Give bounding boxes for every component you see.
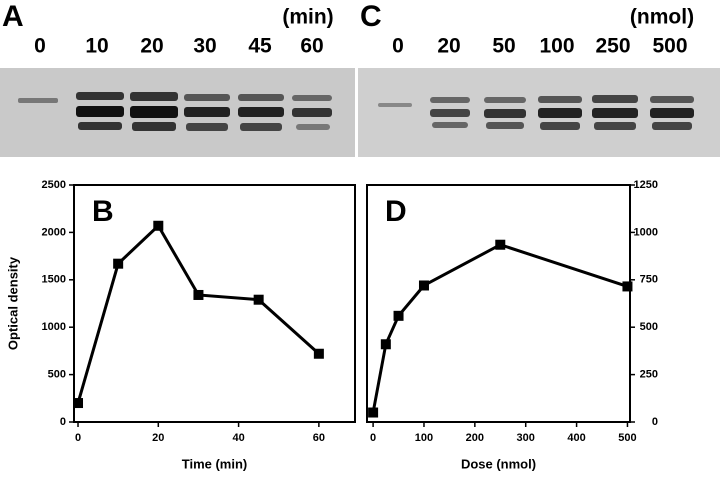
y-axis-label: Optical density (5, 256, 20, 350)
data-point (73, 398, 84, 409)
y-tick-label: 0 (652, 416, 658, 428)
x-tick-label: 0 (75, 432, 81, 444)
data-point (153, 220, 164, 231)
plot-frame (366, 184, 631, 423)
panel-label: A (2, 0, 24, 33)
lane-label: 500 (652, 35, 687, 58)
y-tick-label: 1000 (42, 321, 66, 333)
blot-unit: (min) (282, 6, 333, 29)
lane-label: 0 (392, 35, 404, 58)
data-point (368, 407, 379, 418)
lane-label: 20 (140, 35, 163, 58)
data-line (76, 223, 320, 404)
blot-bands (378, 95, 694, 130)
x-axis-label: Time (min) (182, 456, 248, 471)
x-tick-label: 500 (618, 432, 636, 444)
x-tick-label: 20 (152, 432, 164, 444)
y-tick-label: 1500 (42, 274, 66, 286)
data-point (393, 310, 404, 321)
data-line (371, 243, 628, 413)
y-tick-label: 1000 (634, 226, 658, 238)
y-tick-label: 250 (640, 369, 658, 381)
data-point (193, 289, 204, 300)
x-axis-label: Dose (nmol) (461, 456, 536, 471)
lane-label: 10 (85, 35, 108, 58)
plot-frame (73, 184, 356, 423)
x-tick-label: 0 (370, 432, 376, 444)
x-tick-label: 300 (517, 432, 535, 444)
x-tick-label: 400 (567, 432, 585, 444)
lane-label: 60 (300, 35, 323, 58)
data-point (495, 239, 506, 250)
lane-label: 30 (193, 35, 216, 58)
lane-label: 250 (595, 35, 630, 58)
lane-label: 45 (248, 35, 272, 58)
data-point (113, 258, 124, 269)
y-tick-label: 500 (640, 321, 658, 333)
y-tick-label: 750 (640, 274, 658, 286)
y-tick-label: 2000 (42, 226, 66, 238)
x-tick-label: 100 (415, 432, 433, 444)
y-tick-label: 2500 (42, 179, 66, 191)
x-tick-label: 60 (313, 432, 325, 444)
panel-label: D (385, 195, 407, 228)
lane-label: 0 (34, 35, 46, 58)
blot-unit: (nmol) (630, 6, 694, 29)
panel-label: B (92, 195, 114, 228)
y-tick-label: 0 (60, 416, 66, 428)
data-point (380, 339, 391, 350)
lane-label: 50 (492, 35, 515, 58)
x-tick-label: 200 (466, 432, 484, 444)
blot-labels: A (min) 0 10 20 30 45 60 C (nmol) 0 20 50 100 250 500 (2, 0, 694, 58)
lane-label: 20 (437, 35, 460, 58)
x-tick-label: 40 (232, 432, 244, 444)
y-tick-label: 500 (48, 369, 66, 381)
y-tick-label: 1250 (634, 179, 658, 191)
lane-label: 100 (539, 35, 574, 58)
data-point (313, 348, 324, 359)
blot-bands (18, 92, 332, 131)
panel-label: C (360, 0, 382, 33)
data-point (418, 280, 429, 291)
data-point (253, 294, 264, 305)
data-point (622, 281, 633, 292)
